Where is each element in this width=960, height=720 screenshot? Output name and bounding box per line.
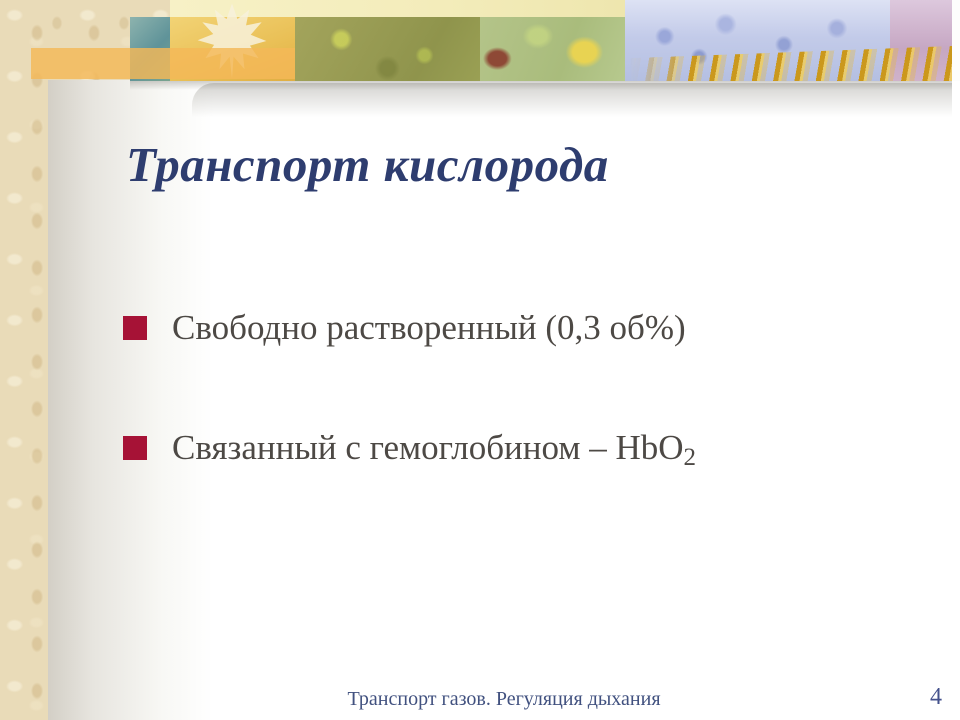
square-bullet-icon [123,316,147,340]
bullet-text: Связанный с гемоглобином – HbO2 [172,426,696,474]
slide-title: Транспорт кислорода [126,137,609,192]
slide-footer: Транспорт газов. Регуляция дыхания [347,688,661,710]
fruit-tile [480,17,625,81]
maple-leaf-icon [197,3,267,79]
orange-accent-bar [31,48,295,79]
page-left-gradient [48,80,218,720]
bullet-text: Свободно растворенный (0,3 об%) [172,308,686,347]
subscript: 2 [683,444,697,471]
olive-leaves-tile [295,17,480,81]
list-item: Свободно растворенный (0,3 об%) [123,306,686,350]
pale-yellow-band [170,0,625,18]
bullet-text-main: Связанный с гемоглобином – HbO [172,428,684,467]
page-right-sliver [952,0,960,81]
collage-drop-shadow [192,83,952,121]
square-bullet-icon [123,436,147,460]
slide-page [48,80,960,720]
page-number: 4 [930,684,942,710]
collage-edge-shadow [130,81,952,90]
list-item: Связанный с гемоглобином – HbO2 [123,426,696,474]
